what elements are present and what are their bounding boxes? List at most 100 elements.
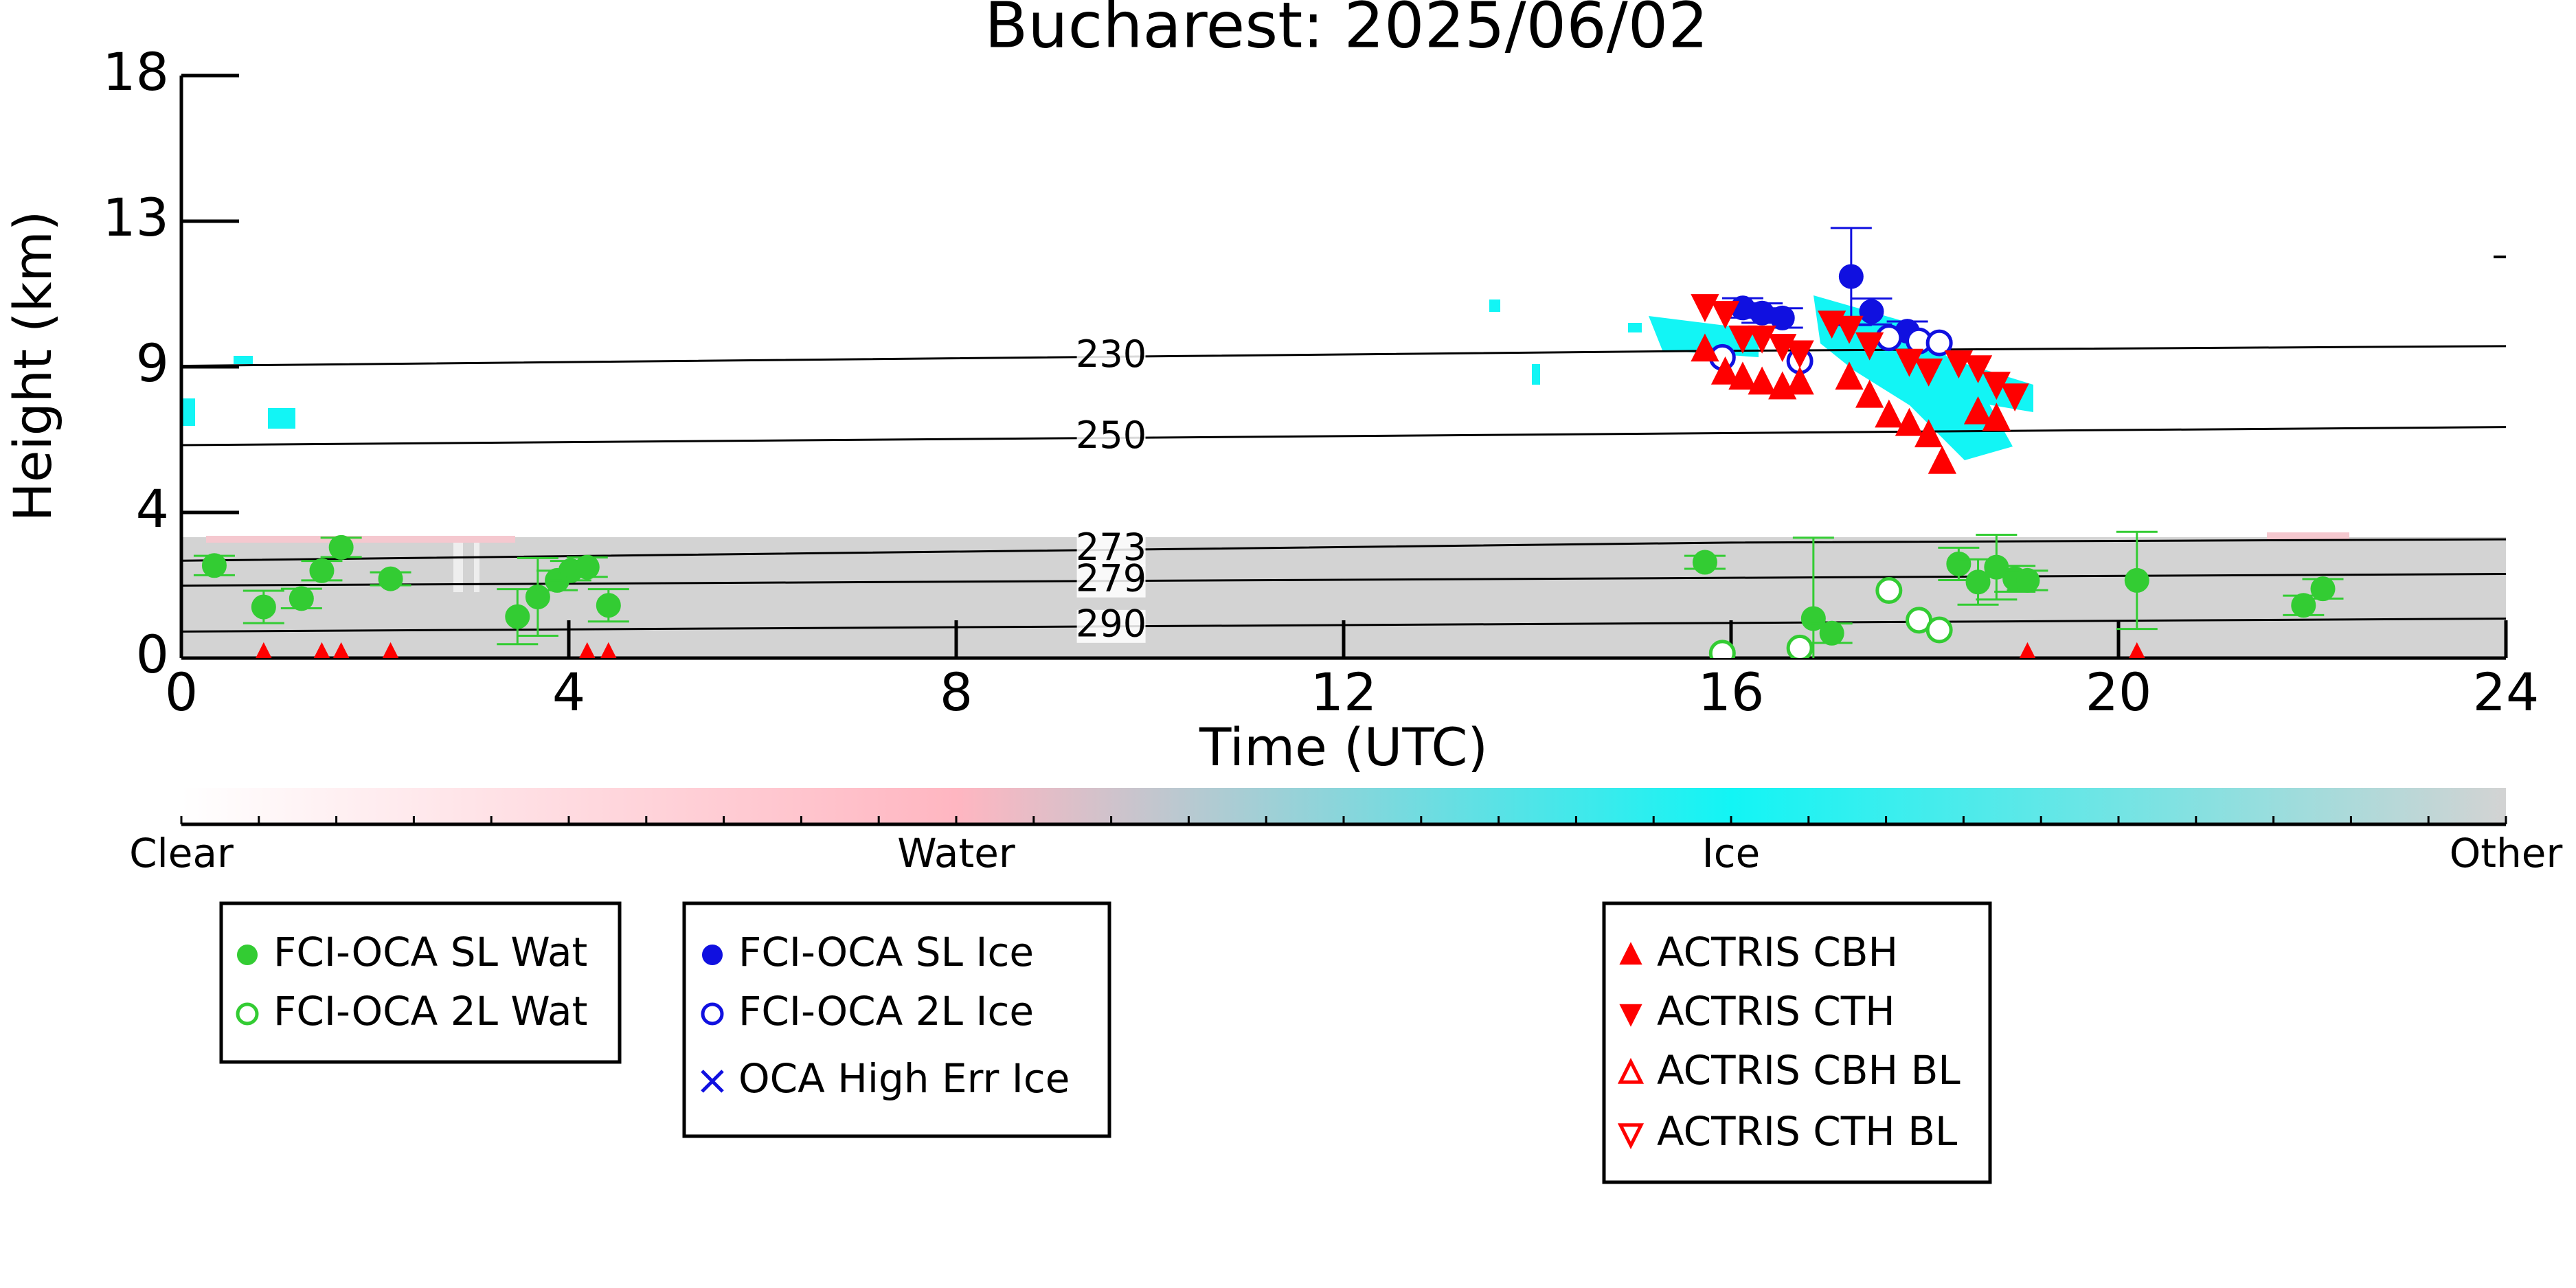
data-point [332,642,350,658]
isotherm-line [181,538,2506,562]
y-tick-label: 13 [102,187,169,248]
data-point [574,554,600,580]
data-point [2291,593,2316,618]
legend-label: OCA High Err Ice [738,1055,1070,1102]
legend-label: ACTRIS CTH BL [1657,1108,1957,1155]
legend-label: FCI-OCA 2L Wat [273,988,587,1035]
isotherm-label-bg [1076,421,1146,455]
data-point [525,584,550,609]
legend-label: ACTRIS CTH [1657,988,1895,1035]
legend-marker [236,1002,259,1026]
colorbar-label: Ice [1702,830,1761,877]
data-point [1710,301,1740,329]
isotherm-label-bg [1076,533,1146,567]
legend-label: FCI-OCA SL Ice [738,929,1034,975]
isotherm-label: 273 [1076,526,1146,569]
data-point [1728,325,1757,354]
data-point [2129,642,2145,658]
isotherm-label-bg [1076,564,1146,598]
data-point [1728,361,1757,390]
data-point [1785,340,1814,369]
legend-marker [702,945,723,965]
isotherm-label: 250 [1076,414,1146,457]
colorbar-label: Other [2450,830,2563,877]
data-point [289,586,314,611]
data-point [1855,379,1884,408]
data-point [1946,551,1971,576]
data-point [1770,305,1795,330]
x-tick-label: 20 [2086,662,2152,723]
isotherm-label-bg [1076,609,1146,643]
legend-label: ACTRIS CBH BL [1657,1047,1961,1094]
data-point [256,642,272,658]
isotherm-label: 290 [1076,602,1146,645]
data-point [2000,383,2029,412]
y-tick-label: 9 [136,332,169,394]
legend-label: FCI-OCA 2L Ice [738,988,1034,1035]
data-point [1963,355,1993,384]
x-tick-label: 24 [2473,662,2540,723]
data-point [1748,325,1776,354]
x-tick-label: 8 [940,662,973,723]
data-point [382,642,399,658]
colorbar-label: Water [897,830,1015,877]
data-point [505,604,530,629]
data-point [1895,348,1924,377]
data-point [1925,329,1953,357]
colorbar-label: Clear [129,830,234,877]
data-point [1838,264,1864,289]
data-point [309,558,335,583]
legend-marker [701,1070,724,1093]
x-tick-label: 12 [1311,662,1377,723]
data-point [1965,569,1991,595]
legend-marker [237,945,258,965]
data-point [1914,358,1943,387]
data-point [1710,356,1740,385]
data-point [596,593,621,618]
data-point [1982,403,2011,431]
data-point [201,553,227,578]
data-point [2019,642,2036,658]
isotherm-line [181,345,2506,368]
isotherm-label: 230 [1076,332,1146,376]
legend-box [682,901,1111,1138]
legend-marker [1617,1057,1645,1084]
x-tick-label: 0 [165,662,198,723]
isotherm-line [181,618,2506,633]
data-point [1895,407,1924,436]
data-point [1785,366,1814,395]
legend-marker [1619,942,1642,965]
data-point [1928,445,1957,474]
x-axis-label: Time (UTC) [1199,716,1488,778]
legend-label: FCI-OCA SL Wat [273,929,587,975]
data-point [1692,550,1717,575]
data-point [1914,419,1943,448]
chart-title: Bucharest: 2025/06/02 [984,0,1708,62]
data-point [251,594,276,620]
data-point [1984,554,2009,580]
data-point [1819,620,1844,646]
legend-box [219,901,622,1064]
data-point [1855,332,1884,361]
data-point [1708,640,1736,658]
y-tick-label: 0 [136,624,169,685]
data-point [1835,361,1864,390]
x-tick-label: 4 [552,662,585,723]
data-point [1750,300,1775,326]
isotherm-label-bg [1076,340,1146,374]
data-point [1748,366,1776,395]
data-point [2015,567,2040,593]
data-point [1963,396,1993,425]
data-point [1786,634,1814,658]
data-point [2310,576,2336,602]
data-point [1925,616,1953,644]
data-point [1691,294,1719,323]
data-point [1859,299,1884,324]
isotherm-label: 279 [1076,556,1146,600]
data-point [600,642,617,658]
data-point [1691,333,1719,362]
data-point [328,534,354,560]
data-point [1875,577,1903,605]
data-point [2124,567,2149,593]
